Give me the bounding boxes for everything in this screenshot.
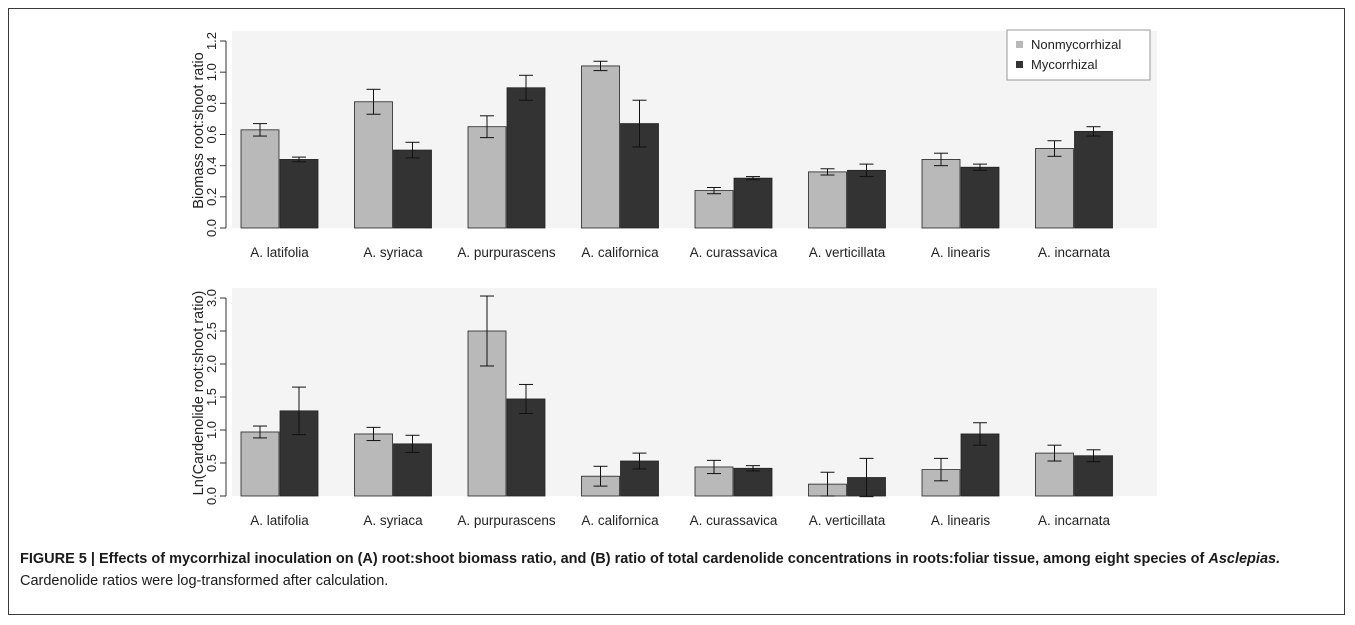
category-label: A. curassavica bbox=[690, 245, 778, 260]
bar-nonmycorrhizal bbox=[694, 190, 734, 229]
category-label: A. verticillata bbox=[809, 245, 886, 260]
bar-mycorrhizal bbox=[733, 467, 773, 497]
error-bar bbox=[593, 60, 608, 72]
y-tick-label: 0.0 bbox=[204, 219, 219, 237]
error-bar bbox=[1086, 126, 1101, 137]
error-bar bbox=[480, 295, 494, 367]
error-bar bbox=[820, 471, 835, 497]
bar-mycorrhizal bbox=[1074, 130, 1113, 229]
bar-mycorrhizal bbox=[506, 87, 546, 229]
error-bar bbox=[253, 425, 267, 439]
error-bar bbox=[746, 176, 760, 181]
bar-nonmycorrhizal bbox=[467, 126, 507, 229]
error-bar bbox=[934, 152, 948, 167]
legend-label-mycorrhizal: Mycorrhizal bbox=[1031, 57, 1098, 72]
error-bar bbox=[859, 457, 874, 498]
chart-panel-1: 0.0 0.2 0.4 0.6 0.8 1.0 1.2 Biomass root:shoot … bbox=[191, 31, 1157, 260]
y-tick-label: 0.4 bbox=[204, 157, 219, 175]
legend-swatch-mycorrhizal bbox=[1016, 61, 1023, 68]
error-bar bbox=[1086, 449, 1101, 463]
y-tick-label: 1.0 bbox=[204, 63, 219, 81]
bar-nonmycorrhizal bbox=[581, 65, 620, 229]
y-tick-label: 1.0 bbox=[204, 421, 219, 439]
caption-label: FIGURE 5 | Effects of mycorrhizal inocul… bbox=[20, 551, 1209, 567]
chart-panel-2: 0.0 0.5 1.0 1.5 2.0 2.5 3.0Ln(Cardenolide root… bbox=[191, 288, 1157, 528]
category-label: A. syriaca bbox=[363, 513, 423, 528]
y-tick-label: 2.0 bbox=[204, 355, 219, 373]
y-tick-label: 3.0 bbox=[204, 289, 219, 307]
category-label: A. incarnata bbox=[1038, 513, 1111, 528]
bar-mycorrhizal bbox=[279, 159, 319, 229]
category-label: A. incarnata bbox=[1038, 245, 1111, 260]
bar-mycorrhizal bbox=[733, 177, 773, 229]
error-bar bbox=[253, 123, 267, 137]
caption-genus: Asclepias. bbox=[1208, 551, 1281, 567]
error-bar bbox=[593, 465, 608, 487]
error-bar bbox=[707, 459, 721, 475]
category-label: A. syriaca bbox=[363, 245, 423, 260]
error-bar bbox=[366, 88, 381, 115]
error-bar bbox=[973, 163, 987, 171]
error-bar bbox=[746, 465, 760, 472]
y-tick-label: 2.5 bbox=[204, 322, 219, 340]
error-bar bbox=[519, 383, 533, 414]
y-tick-label: 0.5 bbox=[204, 454, 219, 472]
legend-swatch-nonmycorrhizal bbox=[1016, 41, 1023, 48]
bar-nonmycorrhizal bbox=[808, 171, 847, 229]
bar-nonmycorrhizal bbox=[921, 159, 961, 229]
legend-box bbox=[1006, 29, 1151, 81]
y-tick-label: 0.2 bbox=[204, 188, 219, 206]
figure-caption: FIGURE 5 | Effects of mycorrhizal inocul… bbox=[20, 548, 1340, 592]
error-bar bbox=[405, 434, 420, 453]
category-label: A. curassavica bbox=[690, 513, 778, 528]
bar-mycorrhizal bbox=[847, 169, 886, 229]
error-bar bbox=[480, 115, 494, 139]
figure-charts: 0.0 0.2 0.4 0.6 0.8 1.0 1.2 Biomass root:shoot … bbox=[191, 29, 1157, 528]
bar-nonmycorrhizal bbox=[1035, 148, 1074, 229]
error-bar bbox=[519, 74, 533, 101]
caption-rest: Cardenolide ratios were log-transformed … bbox=[20, 573, 389, 589]
error-bar bbox=[859, 163, 874, 178]
y-tick-label: 0.0 bbox=[204, 487, 219, 505]
error-bar bbox=[1047, 140, 1062, 157]
y-axis-label: Biomass root:shoot ratio bbox=[191, 52, 207, 208]
legend: Nonmycorrhizal Mycorrhizal bbox=[1006, 29, 1151, 81]
category-label: A. latifolia bbox=[250, 245, 309, 260]
y-tick-label: 1.2 bbox=[204, 32, 219, 50]
y-axis-label: Ln(Cardenolide root:shoot ratio) bbox=[191, 291, 207, 496]
error-bar bbox=[934, 457, 948, 482]
category-label: A. latifolia bbox=[250, 513, 309, 528]
category-label: A. purpurascens bbox=[457, 245, 556, 260]
y-tick-label: 0.6 bbox=[204, 125, 219, 143]
error-bar bbox=[820, 168, 835, 176]
error-bar bbox=[973, 422, 987, 446]
error-bar bbox=[292, 386, 306, 436]
bar-mycorrhizal bbox=[393, 149, 432, 229]
y-tick-label: 0.8 bbox=[204, 94, 219, 112]
category-label: A. linearis bbox=[931, 245, 991, 260]
bar-mycorrhizal bbox=[960, 166, 1000, 229]
category-label: A. linearis bbox=[931, 513, 991, 528]
bar-mycorrhizal bbox=[506, 398, 546, 497]
legend-label-nonmycorrhizal: Nonmycorrhizal bbox=[1031, 37, 1121, 52]
error-bar bbox=[632, 99, 647, 148]
error-bar bbox=[292, 156, 306, 163]
category-label: A. purpurascens bbox=[457, 513, 556, 528]
error-bar bbox=[632, 452, 647, 470]
error-bar bbox=[405, 141, 420, 159]
error-bar bbox=[366, 426, 381, 442]
category-label: A. verticillata bbox=[809, 513, 886, 528]
bar-nonmycorrhizal bbox=[240, 431, 280, 497]
error-bar bbox=[1047, 444, 1062, 462]
category-label: A. californica bbox=[581, 245, 659, 260]
bar-nonmycorrhizal bbox=[354, 101, 393, 229]
error-bar bbox=[707, 186, 721, 195]
y-tick-label: 1.5 bbox=[204, 388, 219, 406]
category-label: A. californica bbox=[581, 513, 659, 528]
bar-nonmycorrhizal bbox=[240, 129, 280, 229]
bar-nonmycorrhizal bbox=[354, 433, 393, 497]
